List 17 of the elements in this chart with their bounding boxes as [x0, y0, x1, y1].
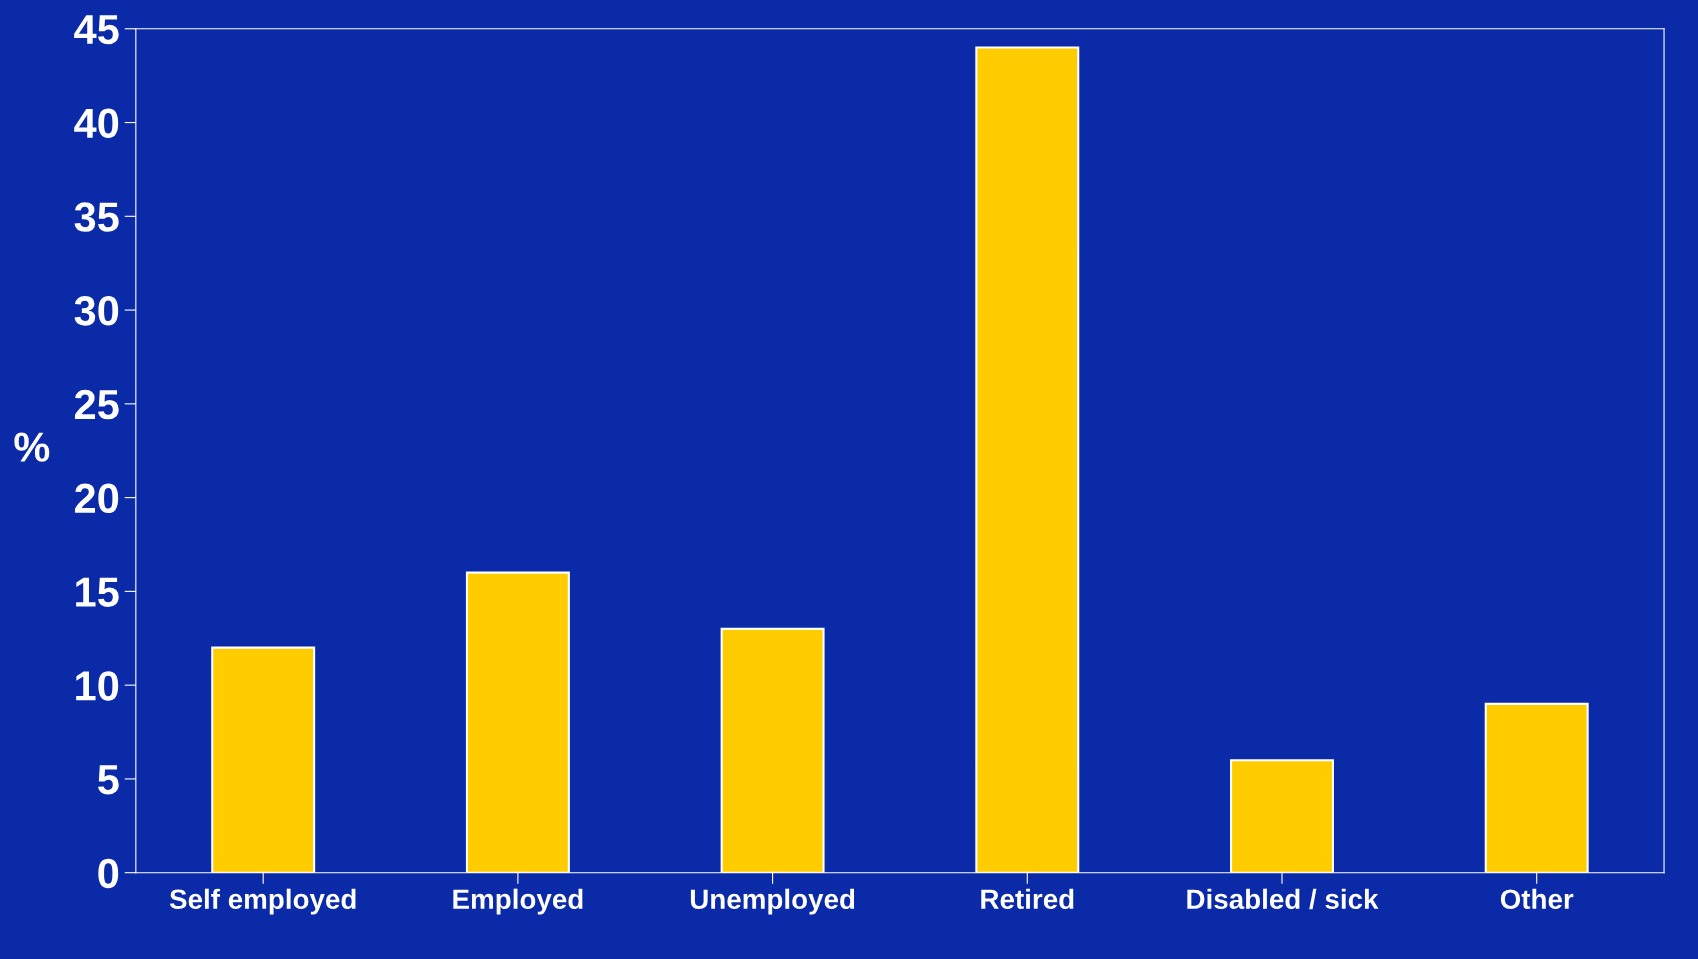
y-tick-label: 5	[97, 765, 119, 795]
y-tick-label: 40	[74, 108, 119, 139]
y-tick-label: 30	[74, 296, 119, 326]
y-tick-label: 45	[74, 15, 119, 45]
y-tick-label: 0	[98, 858, 119, 889]
y-axis-title: %	[14, 432, 50, 462]
y-tick-label: 15	[76, 577, 119, 607]
x-tick-label: Retired	[981, 888, 1074, 910]
x-tick-label: Unemployed	[690, 888, 855, 915]
x-tick-label: Disabled / sick	[1187, 888, 1379, 910]
x-tick-label: Self employed	[169, 888, 356, 915]
x-tick-label: Other	[1500, 888, 1574, 910]
y-tick-label: 35	[74, 202, 119, 232]
y-tick-label: 25	[74, 389, 119, 420]
y-tick-label: 10	[76, 671, 119, 701]
x-tick-label: Employed	[453, 888, 583, 915]
y-tick-label: 20	[74, 483, 119, 514]
